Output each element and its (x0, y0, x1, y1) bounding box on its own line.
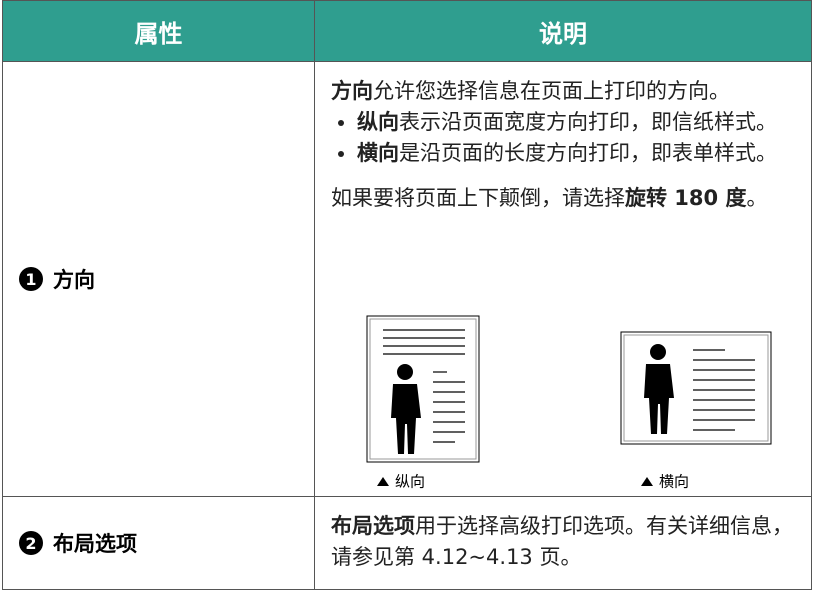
property-label: 布局选项 (53, 532, 137, 556)
bullet: 纵向表示沿页面宽度方向打印，即信纸样式。 (357, 107, 799, 138)
bold-term: 横向 (357, 141, 399, 165)
paragraph: 如果要将页面上下颠倒，请选择旋转 180 度。 (331, 183, 799, 214)
text: 用于选择高级打印选项。有关详细信息，请参见第 4.12~4.13 页。 (331, 514, 793, 569)
item-number: 1 (19, 267, 43, 291)
property-cell: 2 布局选项 (2, 496, 315, 590)
text: 。 (746, 186, 768, 210)
description-cell: 方向允许您选择信息在页面上打印的方向。 纵向表示沿页面宽度方向打印，即信纸样式。… (314, 61, 812, 497)
paragraph: 布局选项用于选择高级打印选项。有关详细信息，请参见第 4.12~4.13 页。 (331, 511, 799, 573)
bold-term: 布局选项 (331, 514, 415, 538)
text: 允许您选择信息在页面上打印的方向。 (373, 79, 730, 103)
portrait-page (366, 315, 480, 463)
triangle-icon (377, 477, 389, 486)
header-text: 说明 (539, 19, 587, 48)
description-cell: 布局选项用于选择高级打印选项。有关详细信息，请参见第 4.12~4.13 页。 (314, 496, 812, 590)
landscape-page (620, 331, 772, 445)
text: 表示沿页面宽度方向打印，即信纸样式。 (399, 110, 777, 134)
triangle-icon (641, 477, 653, 486)
text: 如果要将页面上下颠倒，请选择 (331, 186, 625, 210)
property-cell: 1 方向 (2, 61, 315, 497)
figure-caption: 横向 (659, 473, 689, 491)
bullet: 横向是沿页面的长度方向打印，即表单样式。 (357, 138, 799, 169)
paragraph: 方向允许您选择信息在页面上打印的方向。 (331, 76, 799, 107)
bullet-list: 纵向表示沿页面宽度方向打印，即信纸样式。 横向是沿页面的长度方向打印，即表单样式… (331, 107, 799, 169)
bold-term: 纵向 (357, 110, 399, 134)
property-label: 方向 (53, 268, 95, 292)
header-cell: 属性 (2, 0, 315, 62)
text: 是沿页面的长度方向打印，即表单样式。 (399, 141, 777, 165)
header-text: 属性 (134, 19, 183, 48)
item-number: 2 (19, 531, 43, 555)
bold-term: 方向 (331, 79, 373, 103)
orientation-figures: 纵向 横向 (366, 315, 772, 491)
figure-caption: 纵向 (395, 473, 425, 491)
header-cell: 说明 (314, 0, 812, 62)
bold-term: 旋转 180 度 (625, 186, 747, 210)
